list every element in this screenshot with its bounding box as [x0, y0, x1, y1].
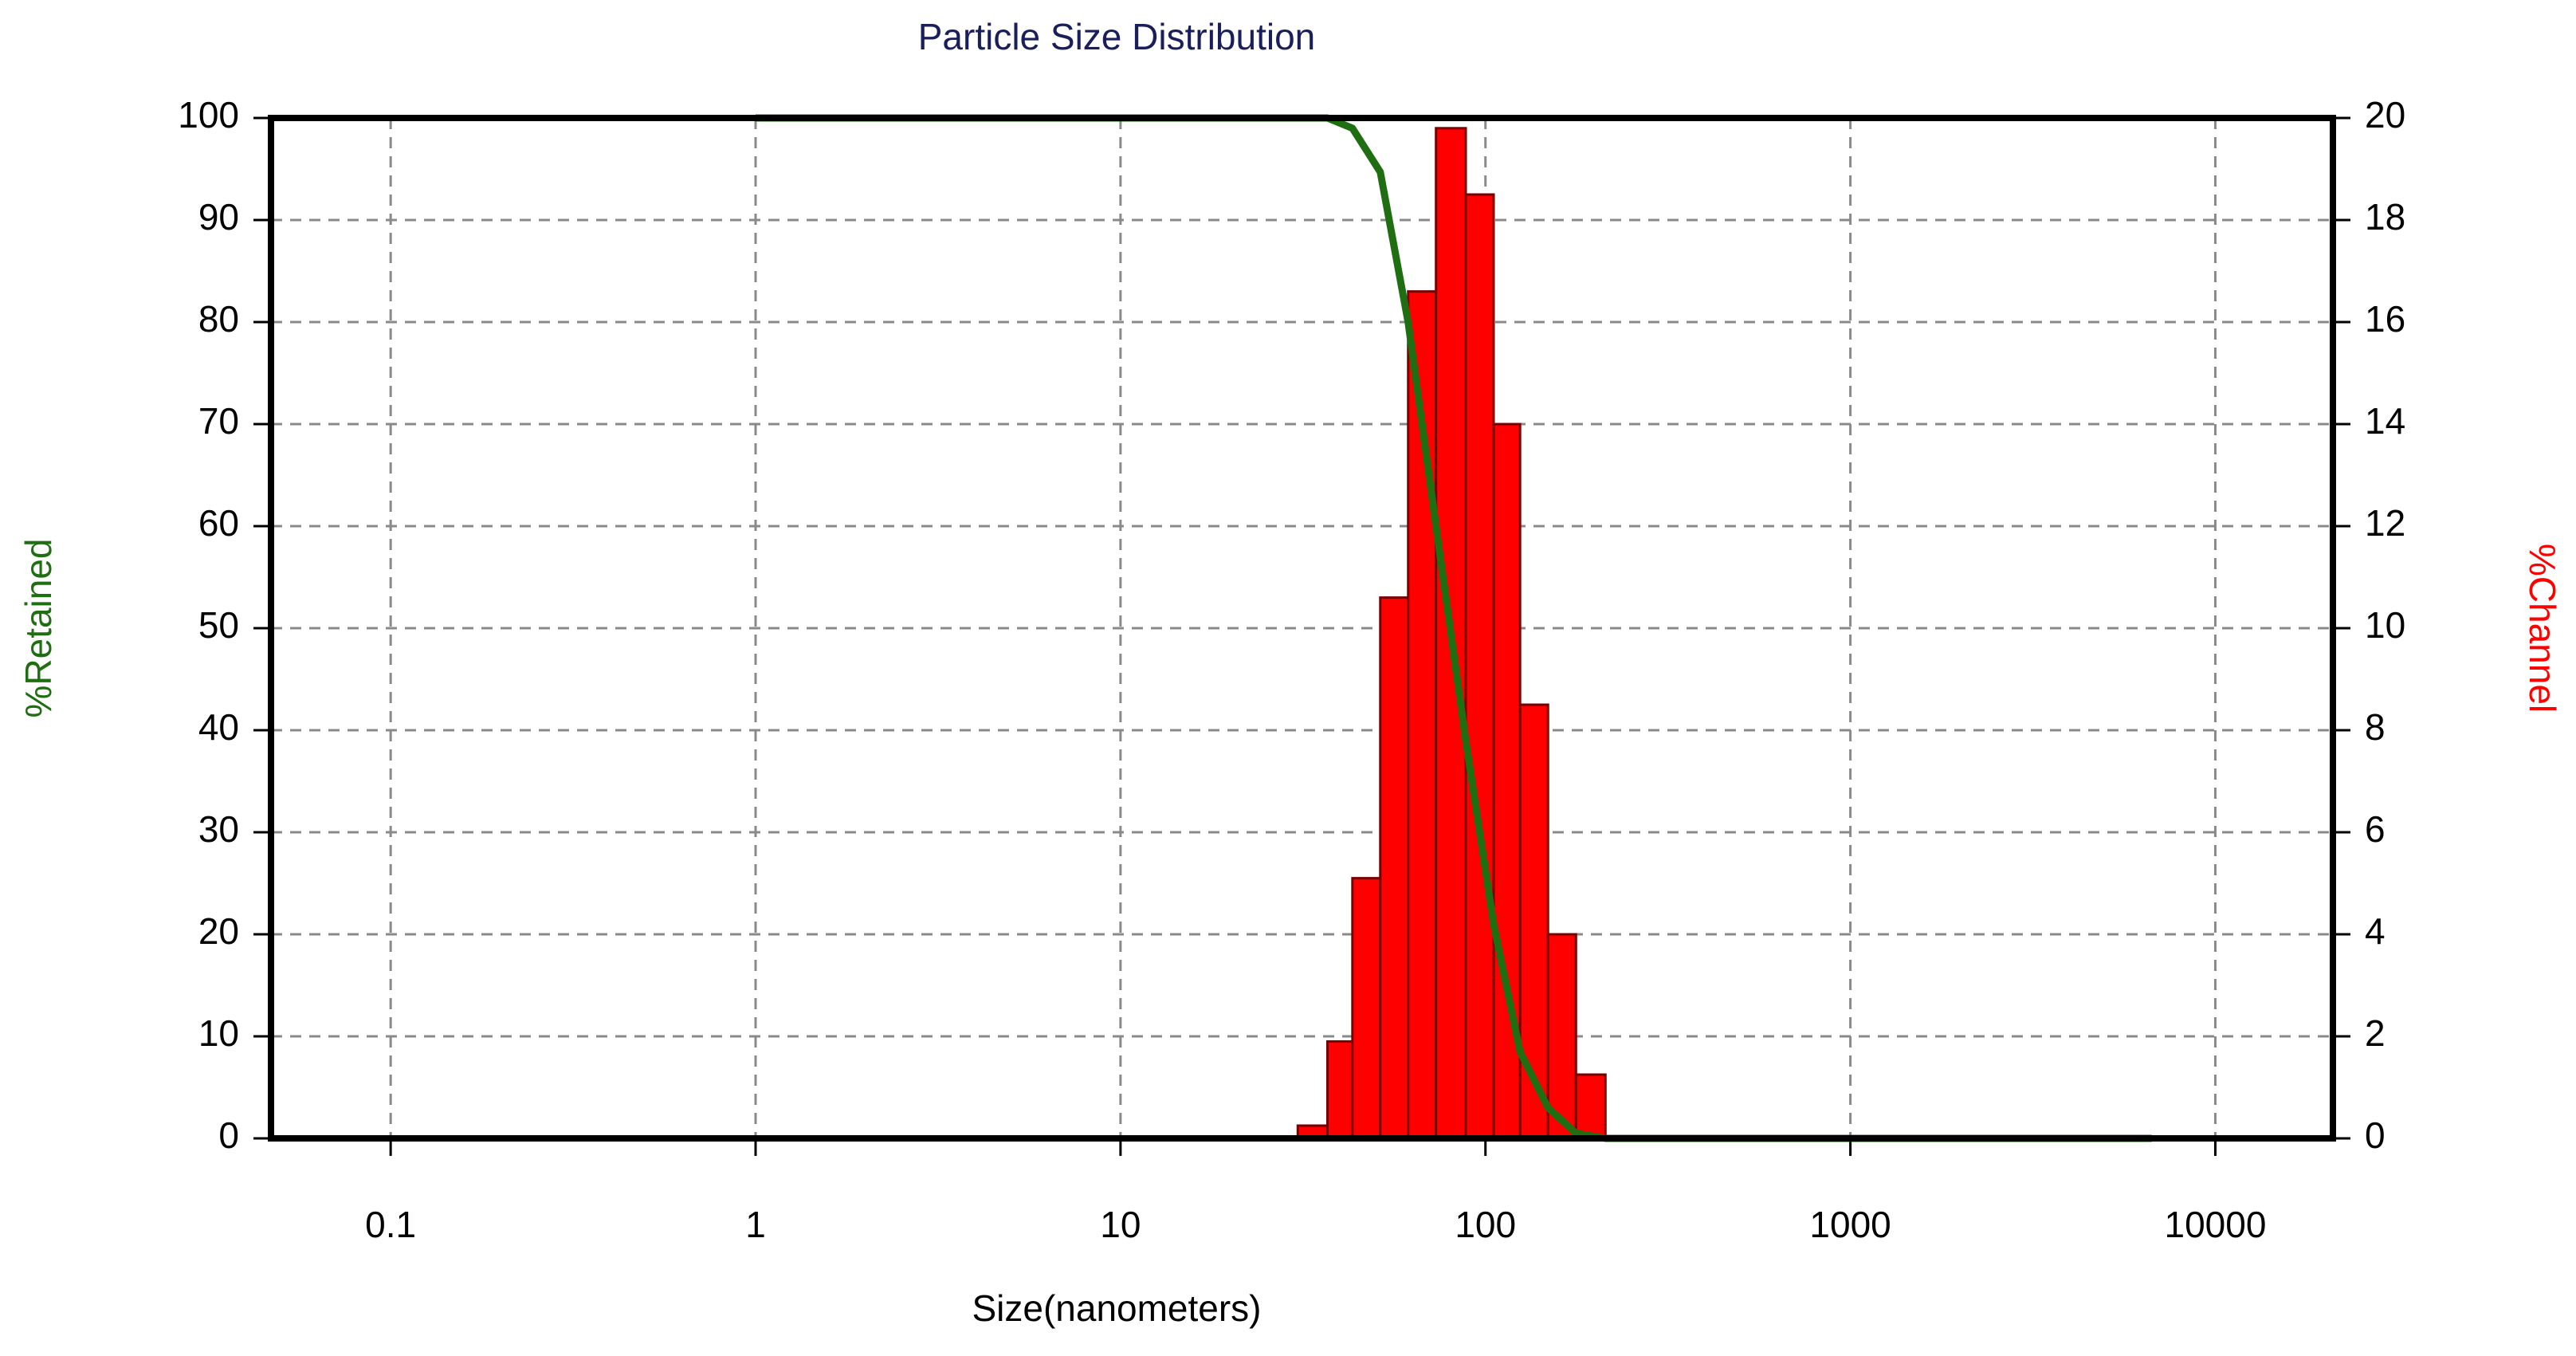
bar [1351, 877, 1382, 1140]
y2-tick-label: 8 [2365, 706, 2386, 748]
bar [1464, 193, 1495, 1140]
x-tick-label: 100 [1455, 1204, 1516, 1245]
plot-frame [268, 115, 2336, 1142]
x-tick-label: 0.1 [365, 1204, 416, 1245]
y-tick-label: 30 [198, 808, 239, 850]
bar [1546, 933, 1577, 1140]
y2-tick-label: 2 [2365, 1012, 2386, 1054]
y-tick-label: 0 [218, 1114, 239, 1156]
y2-tick-label: 6 [2365, 808, 2386, 850]
y2-tick-label: 18 [2365, 196, 2405, 238]
bar [1379, 596, 1410, 1140]
y-tick-label: 20 [198, 910, 239, 952]
y2-tick-label: 16 [2365, 298, 2405, 340]
x-tick-label: 1000 [1809, 1204, 1891, 1245]
bar [1325, 1040, 1354, 1140]
bar [1574, 1073, 1607, 1140]
y2-tick-label: 4 [2365, 910, 2386, 952]
y-axis-label: %Retained [18, 538, 59, 717]
y2-tick-label: 20 [2365, 94, 2405, 136]
y-tick-label: 70 [198, 400, 239, 442]
x-axis-label: Size(nanometers) [972, 1287, 1261, 1329]
y2-tick-label: 0 [2365, 1114, 2386, 1156]
y-tick-label: 80 [198, 298, 239, 340]
y-tick-label: 100 [178, 94, 239, 136]
y2-tick-label: 10 [2365, 604, 2405, 646]
x-tick-label: 10 [1100, 1204, 1141, 1245]
y2-tick-label: 12 [2365, 502, 2405, 544]
y-tick-label: 10 [198, 1012, 239, 1054]
y2-tick-label: 14 [2365, 400, 2405, 442]
x-tick-label: 1 [745, 1204, 766, 1245]
y-tick-label: 90 [198, 196, 239, 238]
y-tick-label: 60 [198, 502, 239, 544]
retained-line [756, 114, 2152, 1142]
y2-axis-label: %Channel [2522, 544, 2563, 713]
x-tick-label: 10000 [2165, 1204, 2267, 1245]
y-tick-label: 40 [198, 706, 239, 748]
chart-title: Particle Size Distribution [918, 16, 1316, 57]
y-tick-label: 50 [198, 604, 239, 646]
